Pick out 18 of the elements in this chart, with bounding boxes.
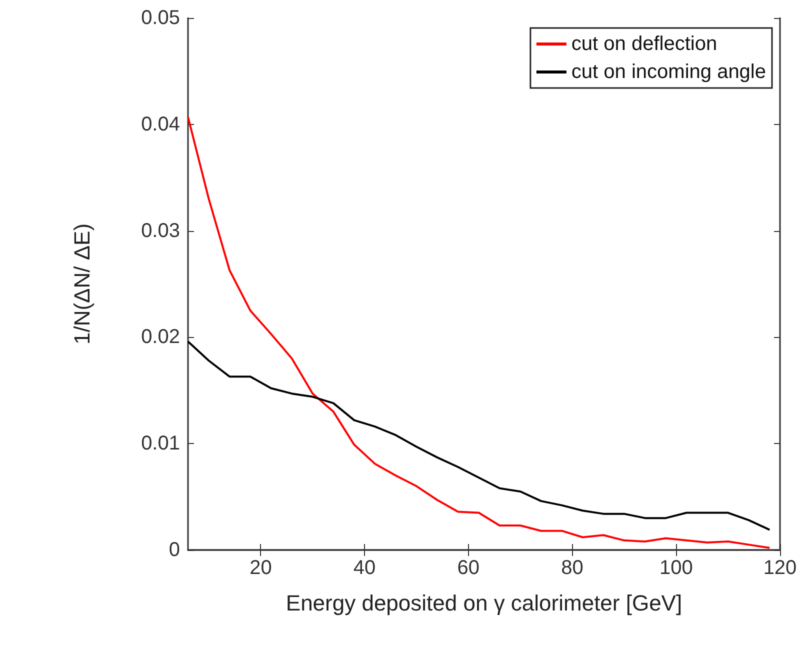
y-tick-label: 0.01 (141, 432, 180, 455)
y-tick-label: 0.03 (141, 220, 180, 242)
x-tick-label: 100 (659, 557, 693, 579)
y-tick-label: 0 (168, 539, 180, 561)
x-tick-label: 60 (457, 557, 480, 579)
y-tick-label: 0.05 (141, 7, 180, 29)
x-tick-label: 80 (561, 557, 584, 579)
y-axis-title: 1/N(ΔN/ ΔE) (70, 223, 94, 345)
x-axis-title: Energy deposited on γ calorimeter [GeV] (286, 590, 682, 616)
x-tick-label: 40 (353, 557, 376, 579)
line-series (187, 340, 771, 531)
x-tick-label: 120 (763, 557, 797, 579)
y-tick-label: 0.02 (141, 326, 180, 348)
legend-label: cut on deflection (571, 33, 718, 55)
y-tick-label: 0.04 (141, 113, 180, 136)
line-series (187, 116, 771, 549)
legend-label: cut on incoming angle (571, 61, 766, 83)
x-tick-label: 20 (250, 557, 272, 579)
